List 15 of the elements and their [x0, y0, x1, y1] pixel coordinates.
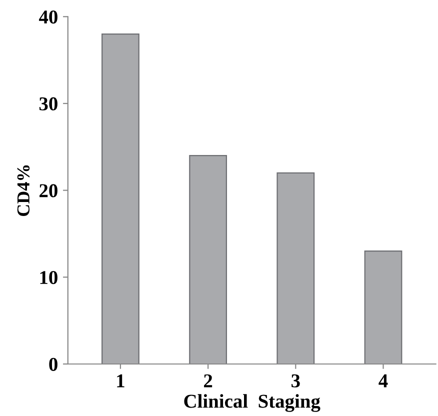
y-tick-label: 20 [40, 184, 58, 198]
x-tick-label: 1 [117, 374, 124, 388]
x-tick-label: 2 [204, 374, 212, 388]
y-tick-label: 40 [38, 10, 58, 24]
bar [102, 33, 140, 364]
x-tick-label: 4 [378, 374, 388, 388]
bar [189, 155, 227, 364]
y-axis-title: CD4% [17, 165, 30, 216]
bar [364, 250, 402, 364]
y-tick-label: 10 [40, 270, 58, 284]
y-tick-label: 30 [39, 97, 58, 110]
x-tick-label: 3 [292, 374, 300, 388]
y-tick-label: 0 [49, 358, 58, 371]
bar [276, 172, 315, 364]
x-axis-title: Clinical Staging [184, 394, 320, 412]
